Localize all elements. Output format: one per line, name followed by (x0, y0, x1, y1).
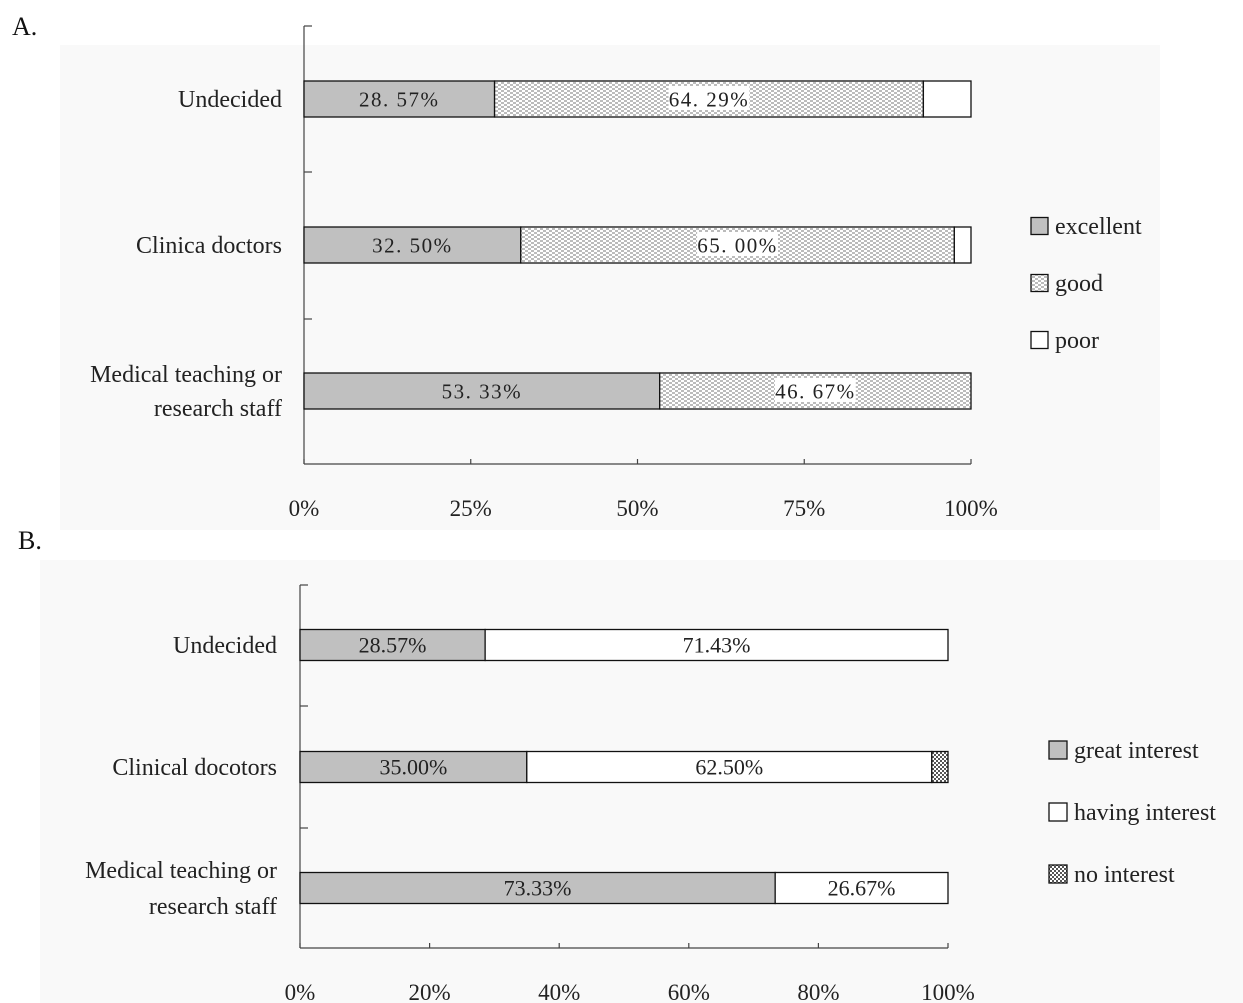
panel-b-category-label: Clinical docotors (112, 755, 277, 781)
panel-b-value-label: 71.43% (683, 633, 751, 658)
panel-a-legend-label: good (1055, 271, 1103, 297)
panel-b-legend-swatch (1048, 864, 1068, 884)
panel-b-bar-great-interest (299, 750, 528, 784)
panel-b-bar-having-interest (774, 871, 949, 905)
panel-b-x-tick-label: 40% (538, 980, 580, 1003)
panel-b-x-tick-label: 20% (409, 980, 451, 1003)
panel-b-x-tick-label: 60% (668, 980, 710, 1003)
panel-b-category-label: Medical teaching or (85, 858, 277, 884)
panel-b-x-tick-label: 80% (797, 980, 839, 1003)
panel-a-x-tick-label: 25% (450, 496, 492, 521)
panel-b-legend-swatch (1048, 802, 1068, 822)
panel-a-x-tick-label: 75% (783, 496, 825, 521)
panel-b-x-tick-label: 0% (285, 980, 316, 1003)
panel-a-bar-excellent (303, 372, 661, 410)
panel-b-value-label: 73.33% (504, 876, 572, 901)
panel-b-label: B. (18, 526, 42, 555)
panel-b-value-label: 62.50% (695, 755, 763, 780)
panel-a-x-tick-label: 0% (289, 496, 320, 521)
panel-a-value-label: 28. 57% (359, 87, 440, 111)
panel-a-legend-label: excellent (1055, 214, 1142, 240)
panel-a-value-label-bg (668, 86, 750, 110)
panel-b-bar-having-interest (526, 750, 933, 784)
panel-a-category-label: Clinica doctors (136, 233, 282, 259)
panel-a-value-label-bg (697, 232, 778, 256)
panel-a-value-label: 46. 67% (775, 379, 856, 403)
panel-b-value-label: 35.00% (379, 755, 447, 780)
panel-b-category-label: research staff (149, 894, 277, 920)
panel-a-bar-excellent (303, 80, 496, 118)
panel-b-legend-label: great interest (1074, 738, 1199, 764)
panel-a-category-label: research staff (154, 396, 282, 422)
panel-b-bar-no-interest (931, 750, 949, 784)
panel-a-legend-swatch (1030, 273, 1049, 293)
panel-b-category-label: Undecided (173, 633, 277, 659)
panel-a-bar-poor (922, 80, 972, 118)
panel-a-legend-label: poor (1055, 328, 1099, 354)
panel-a-legend-swatch (1030, 216, 1049, 236)
panel-b-legend-label: having interest (1074, 800, 1216, 826)
panel-a-bar-poor (953, 226, 972, 264)
panel-a-value-label-bg (774, 378, 856, 402)
panel-a-x-tick-label: 100% (944, 496, 998, 521)
panel-b-legend-swatch (1048, 740, 1068, 760)
panel-b-bar-having-interest (484, 628, 949, 662)
panel-a-legend-swatch (1030, 330, 1049, 350)
panel-a-value-label: 64. 29% (669, 87, 750, 111)
panel-a-background (60, 45, 1160, 530)
panel-b-x-tick-label: 100% (921, 980, 975, 1003)
panel-b-value-label: 26.67% (828, 876, 896, 901)
panel-a-x-tick-label: 50% (616, 496, 658, 521)
panel-a-category-label: Undecided (178, 87, 282, 113)
panel-b-legend-label: no interest (1074, 862, 1175, 888)
panel-a-label: A. (12, 12, 38, 41)
panel-a-value-label: 65. 00% (697, 233, 778, 257)
panel-b-value-label: 28.57% (359, 633, 427, 658)
panel-a-value-label: 32. 50% (372, 233, 453, 257)
panel-a-bar-excellent (303, 226, 522, 264)
panel-a-category-label: Medical teaching or (90, 362, 282, 388)
panel-a-value-label: 53. 33% (442, 379, 523, 403)
panel-b-bar-great-interest (299, 871, 776, 905)
